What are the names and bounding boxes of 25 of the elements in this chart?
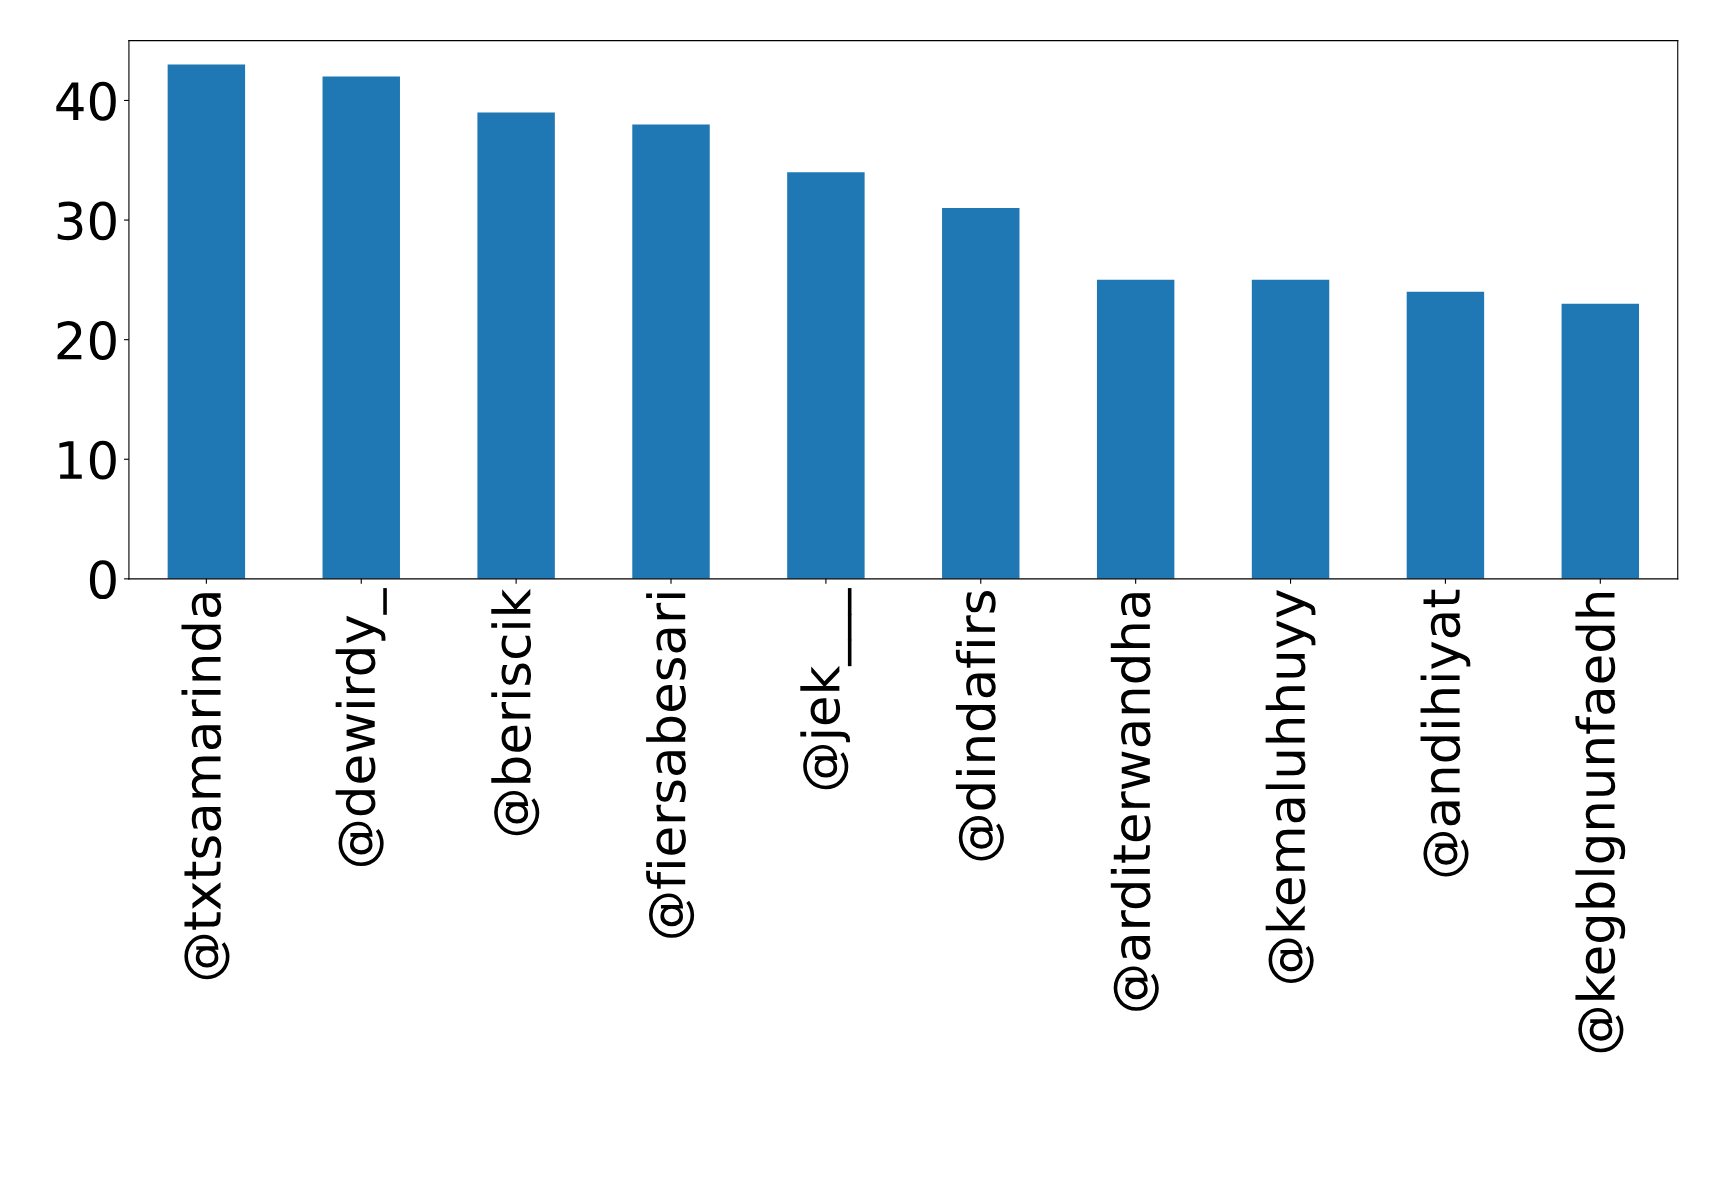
bar — [167, 64, 246, 579]
bar — [942, 208, 1020, 579]
bar — [787, 172, 865, 579]
x-tick-label: @andihiyat — [1420, 589, 1471, 877]
x-tick-label: @kegblgnunfaedh — [1575, 592, 1626, 1053]
y-tick-label: 0 — [89, 560, 116, 600]
x-tick-label: @kemaluhhuyy — [1265, 590, 1316, 984]
x-tick-label: @jek___ — [800, 588, 852, 790]
x-tick-label: @arditerwandha — [1110, 593, 1159, 1011]
bar — [1406, 291, 1485, 579]
x-tick-label: @dewirdy_ — [335, 588, 387, 867]
y-tick-label: 20 — [57, 321, 116, 360]
x-tick-label: @fiersabesari — [646, 593, 695, 938]
bar — [632, 124, 710, 579]
x-tick-label: @beriscik — [491, 588, 540, 836]
x-tick-label: @dindafirs — [955, 591, 1004, 861]
x-tick-label: @txtsamarinda — [181, 593, 230, 980]
bar — [1251, 279, 1330, 579]
bar — [322, 76, 400, 579]
y-tick-label: 10 — [59, 440, 116, 480]
y-tick-label: 30 — [57, 201, 116, 241]
bar — [1561, 303, 1640, 579]
y-tick-label: 40 — [56, 81, 116, 121]
bar — [477, 112, 555, 579]
bar — [1096, 279, 1175, 579]
